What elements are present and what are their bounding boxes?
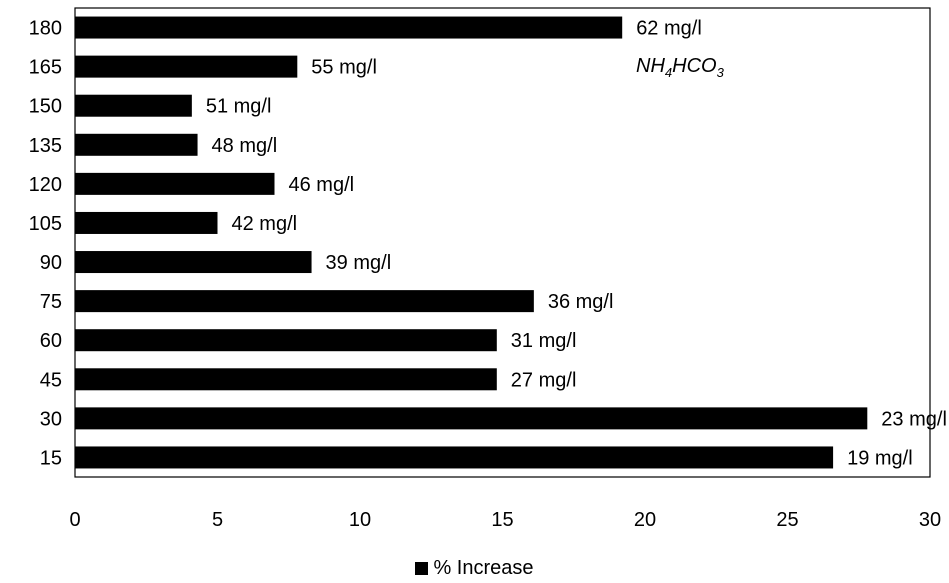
bar [75, 133, 198, 156]
bar-data-label: 42 mg/l [232, 213, 298, 235]
x-tick-label: 25 [776, 509, 798, 531]
legend-swatch [415, 562, 429, 575]
bar [75, 329, 497, 352]
x-axis-tick-labels: 0 5 10 15 20 25 30 [69, 509, 941, 531]
bar [75, 16, 623, 39]
bar-data-label: 19 mg/l [847, 447, 913, 469]
bar-data-label: 62 mg/l [636, 18, 702, 40]
bar [75, 407, 868, 430]
x-tick-label: 30 [919, 509, 941, 531]
bar-data-label: 55 mg/l [311, 57, 377, 79]
y-tick-label: 45 [40, 369, 62, 391]
bar-data-label: 51 mg/l [206, 96, 272, 118]
y-tick-label: 180 [29, 18, 62, 40]
bar [75, 368, 497, 391]
x-tick-label: 15 [491, 509, 513, 531]
chemical-formula-annotation: NH4HCO3 [636, 55, 725, 80]
y-tick-label: 135 [29, 135, 62, 157]
bar-data-label: 36 mg/l [548, 291, 614, 313]
y-tick-label: 120 [29, 174, 62, 196]
bar [75, 55, 298, 78]
bar-data-label: 48 mg/l [212, 135, 278, 157]
annotation-base: NH [636, 55, 665, 77]
bar-data-label: 39 mg/l [326, 252, 392, 274]
x-tick-label: 5 [212, 509, 223, 531]
bar [75, 211, 218, 234]
y-axis-tick-labels: 180 165 150 135 120 105 90 75 60 45 30 15 [29, 18, 62, 470]
data-labels-layer: 62 mg/l 55 mg/l 51 mg/l 48 mg/l 46 mg/l 42 mg… [206, 18, 947, 470]
y-tick-label: 60 [40, 330, 62, 352]
bar [75, 172, 275, 195]
annotation-mid: HCO [672, 55, 716, 77]
bars-layer [75, 16, 868, 469]
bar [75, 446, 834, 469]
y-tick-label: 90 [40, 252, 62, 274]
y-tick-label: 75 [40, 291, 62, 313]
y-tick-label: 15 [40, 447, 62, 469]
bar [75, 290, 534, 313]
legend: % Increase [0, 557, 949, 580]
bar [75, 94, 192, 117]
x-tick-label: 20 [634, 509, 656, 531]
bar-data-label: 31 mg/l [511, 330, 577, 352]
bar [75, 251, 312, 274]
y-tick-label: 150 [29, 96, 62, 118]
bar-data-label: 46 mg/l [289, 174, 355, 196]
bar-data-label: 23 mg/l [881, 408, 947, 430]
annotation-subscript-2: 3 [717, 65, 725, 80]
bar-data-label: 27 mg/l [511, 369, 577, 391]
plot-area-border [74, 7, 931, 478]
y-tick-label: 30 [40, 408, 62, 430]
legend-label: % Increase [433, 557, 534, 579]
y-tick-label: 105 [29, 213, 62, 235]
x-tick-label: 0 [69, 509, 80, 531]
x-tick-label: 10 [349, 509, 371, 531]
annotation-subscript-1: 4 [665, 65, 672, 80]
y-tick-label: 165 [29, 57, 62, 79]
